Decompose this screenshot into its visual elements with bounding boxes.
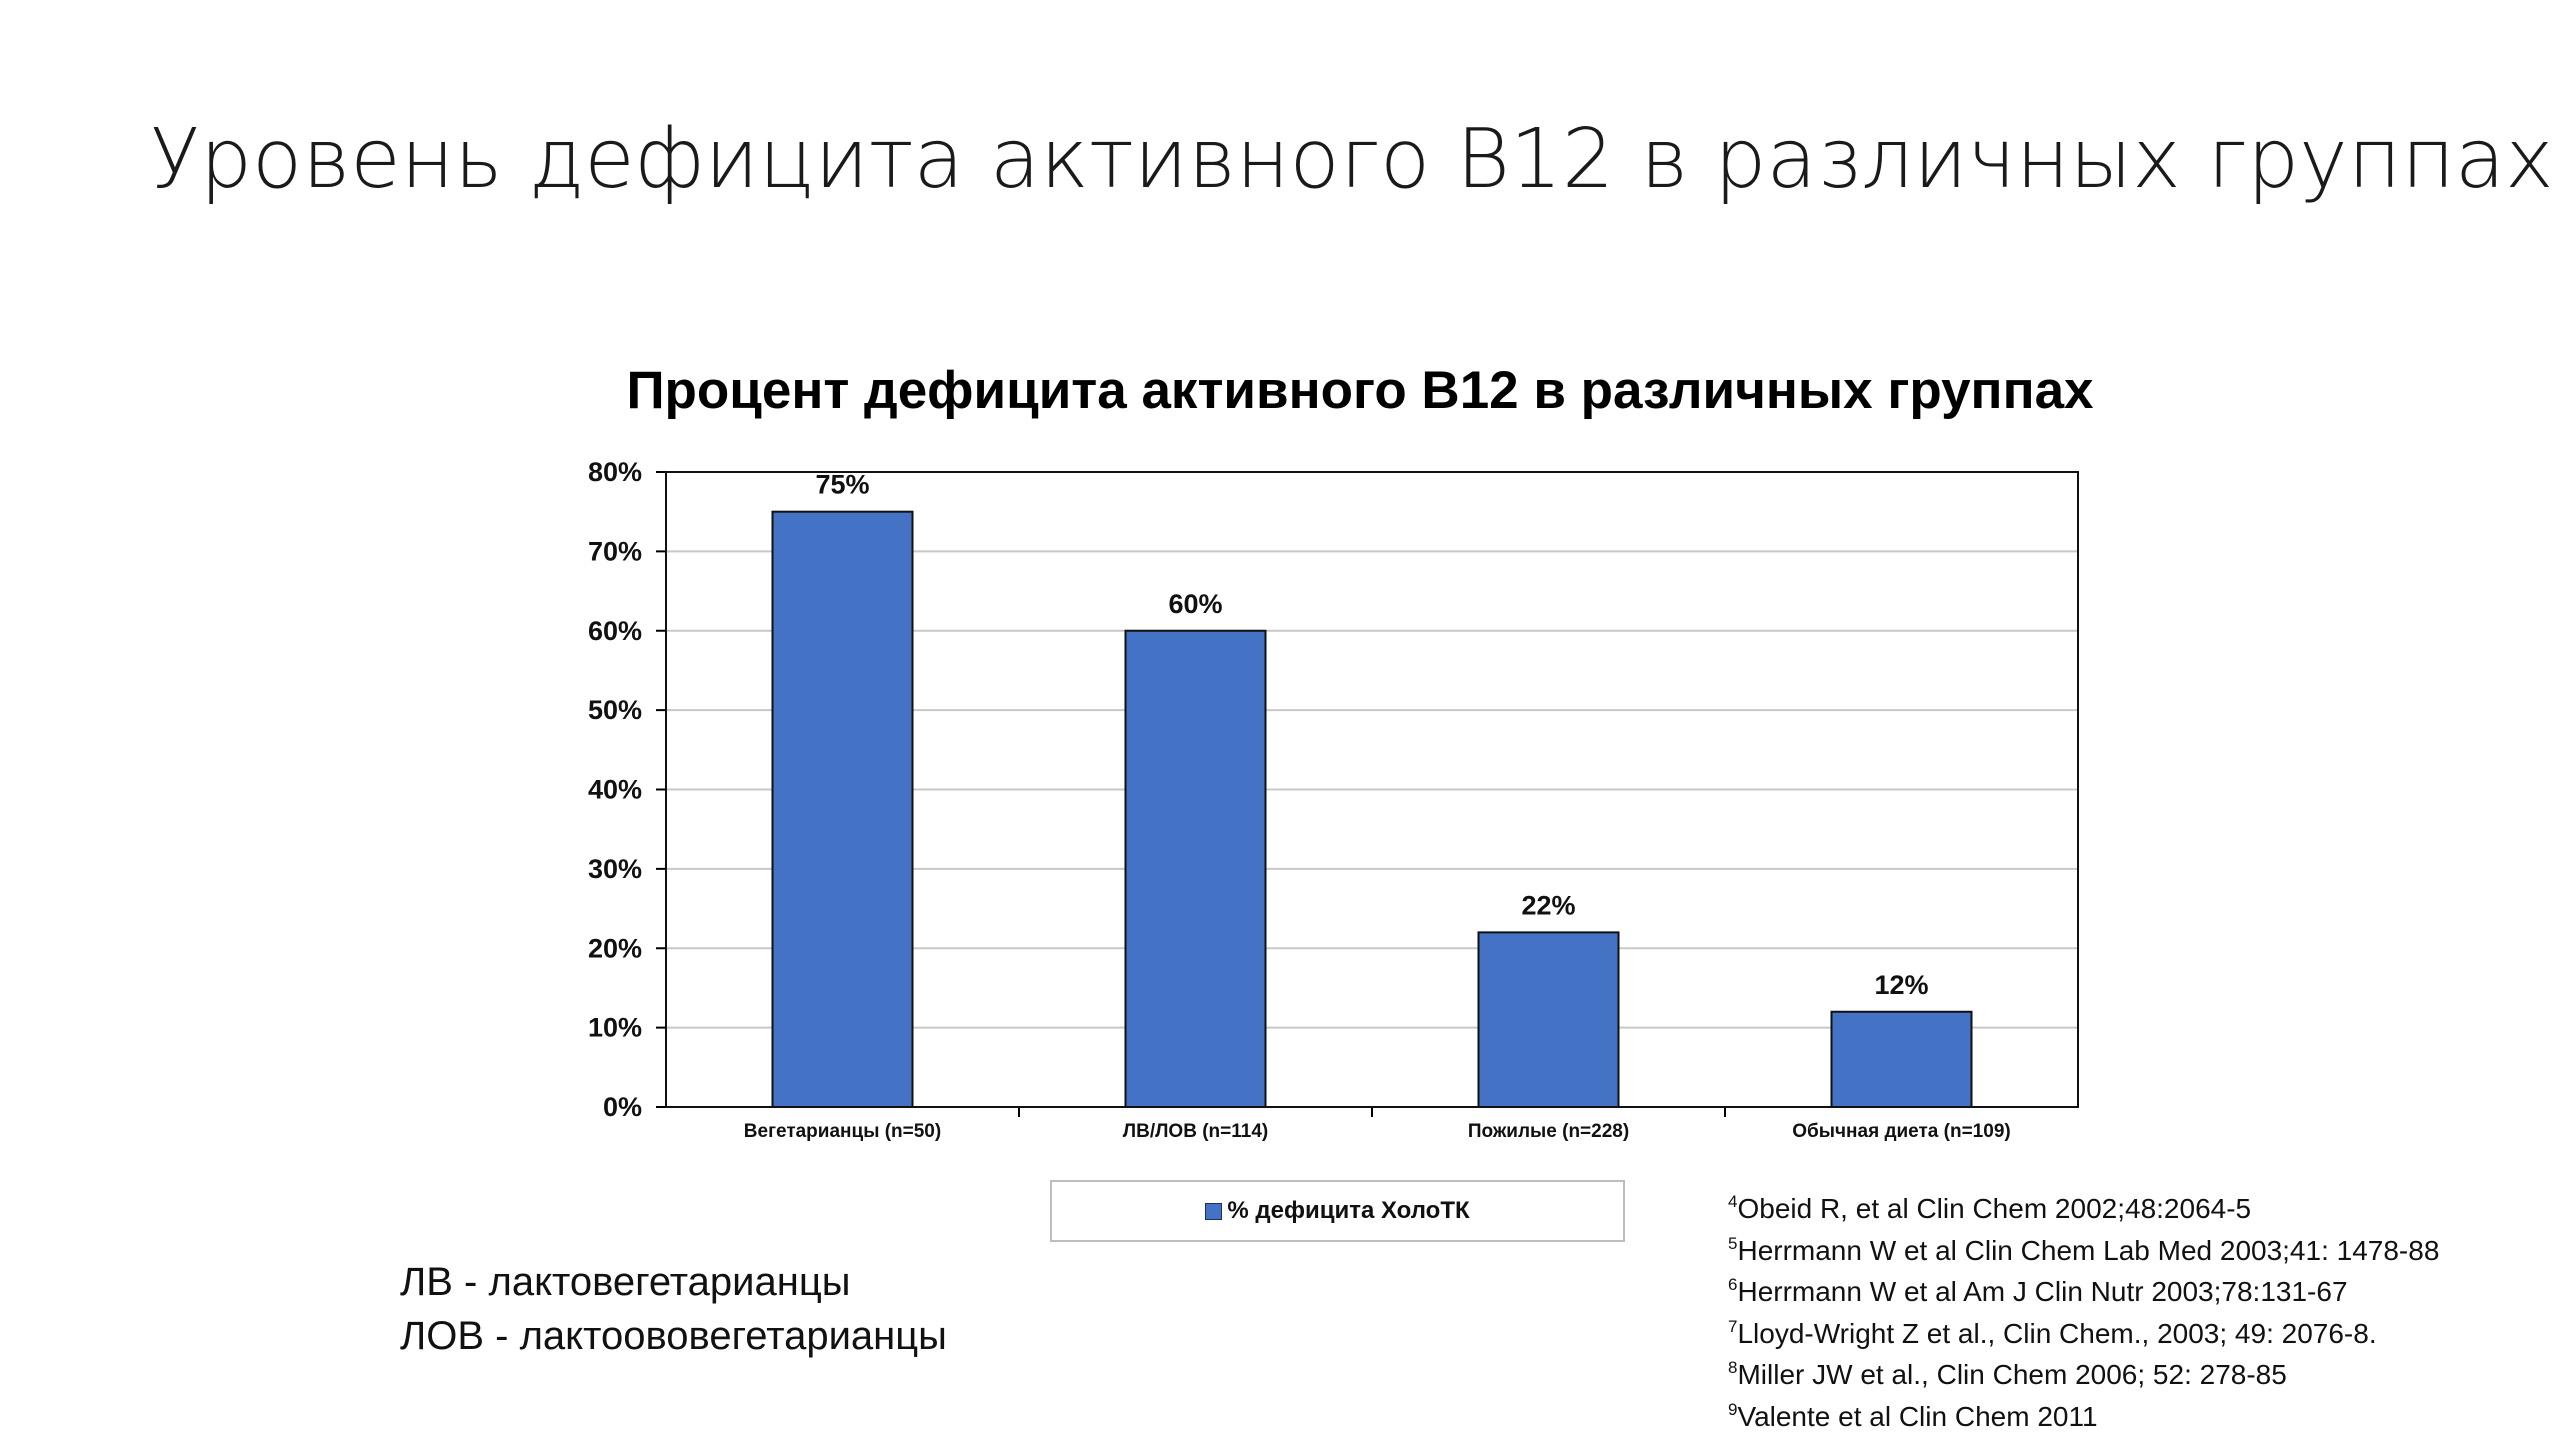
- y-tick-label: 50%: [588, 695, 642, 725]
- legend-swatch: [1205, 1202, 1223, 1220]
- x-tick-label: Пожилые (n=228): [1468, 1121, 1629, 1142]
- bar: [1477, 931, 1620, 1108]
- references-list: 4Obeid R, et al Clin Chem 2002;48:2064-5…: [1728, 1188, 2439, 1437]
- x-tick-label: ЛВ/ЛОВ (n=114): [1123, 1121, 1268, 1142]
- plot-border: [665, 471, 2079, 1108]
- x-tick-label: Обычная диета (n=109): [1792, 1121, 2010, 1142]
- y-tick-label: 60%: [588, 616, 642, 646]
- reference-item: 6Herrmann W et al Am J Clin Nutr 2003;78…: [1728, 1275, 2348, 1307]
- y-tick-label: 10%: [588, 1013, 642, 1043]
- y-tick-label: 80%: [588, 457, 642, 487]
- slide-title: Уровень дефицита активного B12 в различн…: [150, 112, 2554, 207]
- reference-item: 4Obeid R, et al Clin Chem 2002;48:2064-5: [1728, 1192, 2252, 1224]
- chart-legend: % дефицита ХолоТК: [1050, 1180, 1625, 1242]
- y-tick-label: 20%: [588, 933, 642, 963]
- abbreviation-notes: ЛВ - лактовегетарианцы ЛОВ - лактоововег…: [400, 1255, 947, 1363]
- y-tick-label: 30%: [588, 854, 642, 884]
- chart-title: Процент дефицита активного В12 в различн…: [626, 361, 2094, 420]
- reference-item: 7Lloyd-Wright Z et al., Clin Chem., 2003…: [1728, 1316, 2377, 1349]
- bar: [771, 510, 914, 1108]
- x-tick-label: Вегетарианцы (n=50): [744, 1121, 941, 1142]
- y-tick-label: 70%: [588, 536, 642, 566]
- y-tick-label: 40%: [588, 775, 642, 805]
- data-label: 60%: [1168, 589, 1222, 619]
- reference-item: 8Miller JW et al., Clin Chem 2006; 52: 2…: [1728, 1358, 2287, 1390]
- reference-item: 9Valente et al Clin Chem 2011: [1728, 1399, 2098, 1432]
- note-lov: ЛОВ - лактоововегетарианцы: [400, 1314, 947, 1358]
- reference-item: 5Herrmann W et al Clin Chem Lab Med 2003…: [1728, 1233, 2440, 1266]
- y-tick-label: 0%: [603, 1092, 642, 1122]
- data-label: 22%: [1521, 890, 1575, 920]
- bar: [1124, 629, 1267, 1108]
- legend-label: % дефицита ХолоТК: [1227, 1197, 1470, 1224]
- data-label: 75%: [815, 470, 869, 500]
- data-label: 12%: [1874, 970, 1928, 1000]
- bar: [1830, 1010, 1973, 1108]
- note-lv: ЛВ - лактовегетарианцы: [400, 1260, 851, 1304]
